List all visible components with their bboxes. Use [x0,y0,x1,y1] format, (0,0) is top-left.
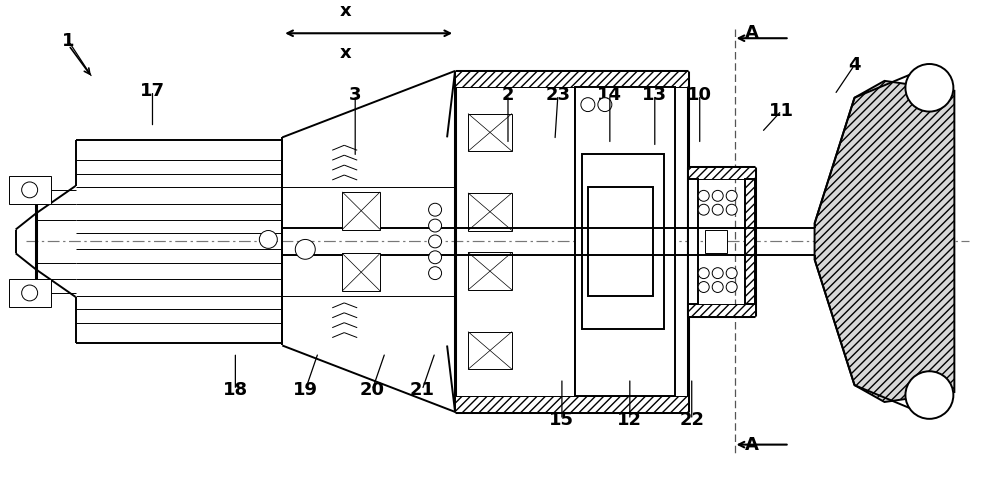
Circle shape [712,268,723,278]
Text: 22: 22 [679,411,704,429]
Text: 17: 17 [140,82,165,100]
Circle shape [429,267,442,279]
Text: 11: 11 [769,102,794,120]
Circle shape [295,240,315,259]
Circle shape [429,203,442,216]
Bar [468,332,512,369]
Bar [468,193,512,230]
Text: 19: 19 [293,381,318,399]
Circle shape [726,204,737,215]
Text: A: A [745,436,759,454]
Circle shape [259,230,277,248]
Text: 20: 20 [360,381,385,399]
Text: 13: 13 [642,86,667,104]
Bar [745,179,755,304]
Circle shape [698,204,709,215]
Text: 10: 10 [687,86,712,104]
Circle shape [429,219,442,232]
Circle shape [712,191,723,201]
Text: 2: 2 [502,86,514,104]
Circle shape [698,268,709,278]
Bar [342,192,380,229]
Circle shape [581,98,595,111]
Circle shape [698,191,709,201]
Bar [468,114,512,151]
Bar [688,304,755,316]
Bar [688,179,698,304]
Text: 18: 18 [223,381,248,399]
Circle shape [22,285,38,301]
Circle shape [726,282,737,292]
Text: x: x [339,2,351,21]
Bar [588,187,653,296]
Text: 14: 14 [597,86,622,104]
Text: 12: 12 [617,411,642,429]
Text: A: A [745,24,759,42]
Bar [9,279,51,307]
Circle shape [598,98,612,111]
Text: x: x [339,44,351,62]
Circle shape [726,268,737,278]
Bar [705,229,727,253]
Bar [342,253,380,291]
Text: 3: 3 [349,86,361,104]
Circle shape [22,182,38,198]
Bar [575,87,675,396]
Text: 23: 23 [545,86,570,104]
Circle shape [726,191,737,201]
Text: 1: 1 [62,32,75,50]
Text: 15: 15 [549,411,574,429]
Bar [9,176,51,204]
Circle shape [712,282,723,292]
Circle shape [429,251,442,264]
Circle shape [905,371,953,419]
Bar [468,252,512,290]
Circle shape [698,282,709,292]
Text: 4: 4 [848,56,861,74]
Bar [688,167,755,179]
Polygon shape [815,81,954,402]
Bar [582,154,664,329]
Circle shape [712,204,723,215]
Bar [455,396,688,412]
Bar [455,71,688,87]
Text: 21: 21 [410,381,435,399]
Circle shape [905,64,953,111]
Circle shape [429,235,442,248]
